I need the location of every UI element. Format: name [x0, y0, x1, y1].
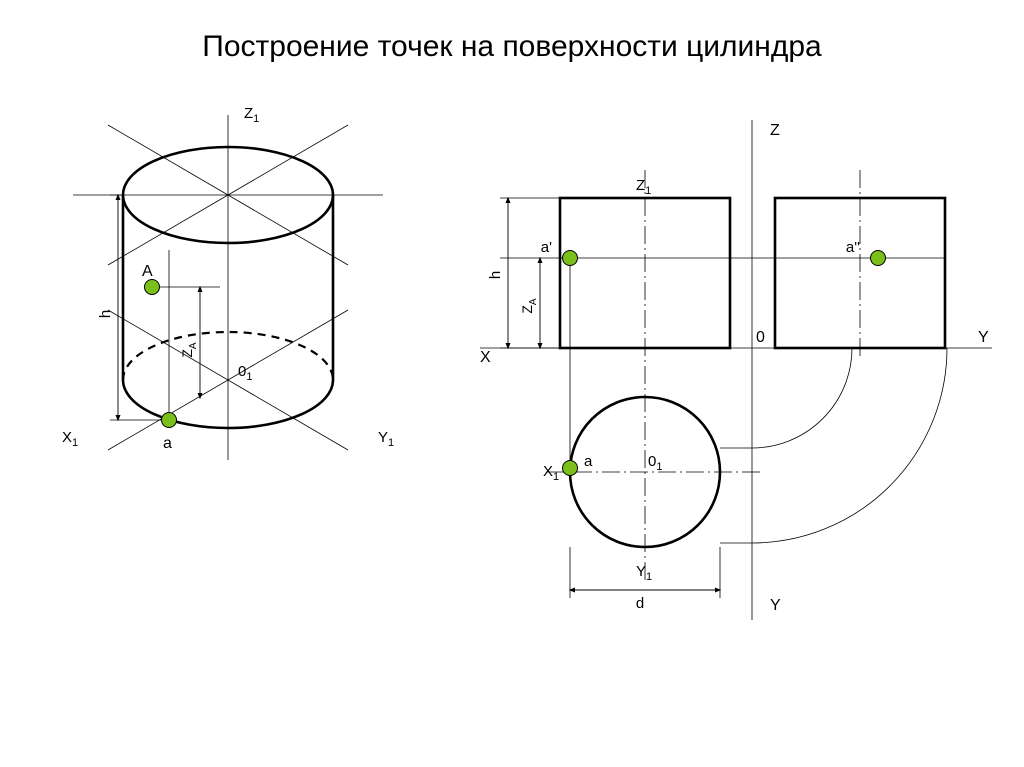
label-d: d [636, 595, 644, 612]
diagram-svg: h ZA Z1 X1 Y1 01 [0, 0, 1024, 767]
svg-text:X1: X1 [543, 463, 559, 483]
label-h-iso: h [97, 310, 114, 318]
label-A-upper: A [142, 263, 153, 280]
label-Y-right: Y [978, 329, 989, 346]
point-a-iso [162, 413, 177, 428]
label-X: X [480, 349, 491, 366]
orthographic-views: h ZA d Z Z1 X Y Y Y1 [480, 120, 992, 620]
svg-text:ZA: ZA [519, 298, 539, 314]
point-A-iso [145, 280, 160, 295]
point-a-dprime [871, 251, 886, 266]
point-a-prime [563, 251, 578, 266]
point-a-top [563, 461, 578, 476]
svg-text:01: 01 [648, 453, 662, 473]
svg-text:ZA: ZA [179, 342, 199, 358]
label-a-lower: a [163, 435, 172, 452]
label-a-top: a [584, 453, 593, 470]
label-Y-bottom: Y [770, 597, 781, 614]
svg-text:01: 01 [238, 363, 252, 383]
isometric-view: h ZA Z1 X1 Y1 01 [62, 105, 394, 460]
label-h-ortho: h [487, 271, 504, 279]
svg-text:Z1: Z1 [244, 105, 259, 125]
svg-text:Y1: Y1 [378, 429, 394, 449]
svg-text:Z1: Z1 [636, 177, 651, 197]
label-Z: Z [770, 122, 780, 139]
svg-text:X1: X1 [62, 429, 78, 449]
label-a-dprime: a'' [846, 239, 860, 256]
svg-text:Y1: Y1 [636, 563, 652, 583]
label-a-prime: a' [541, 239, 552, 256]
label-zero: 0 [756, 329, 765, 346]
